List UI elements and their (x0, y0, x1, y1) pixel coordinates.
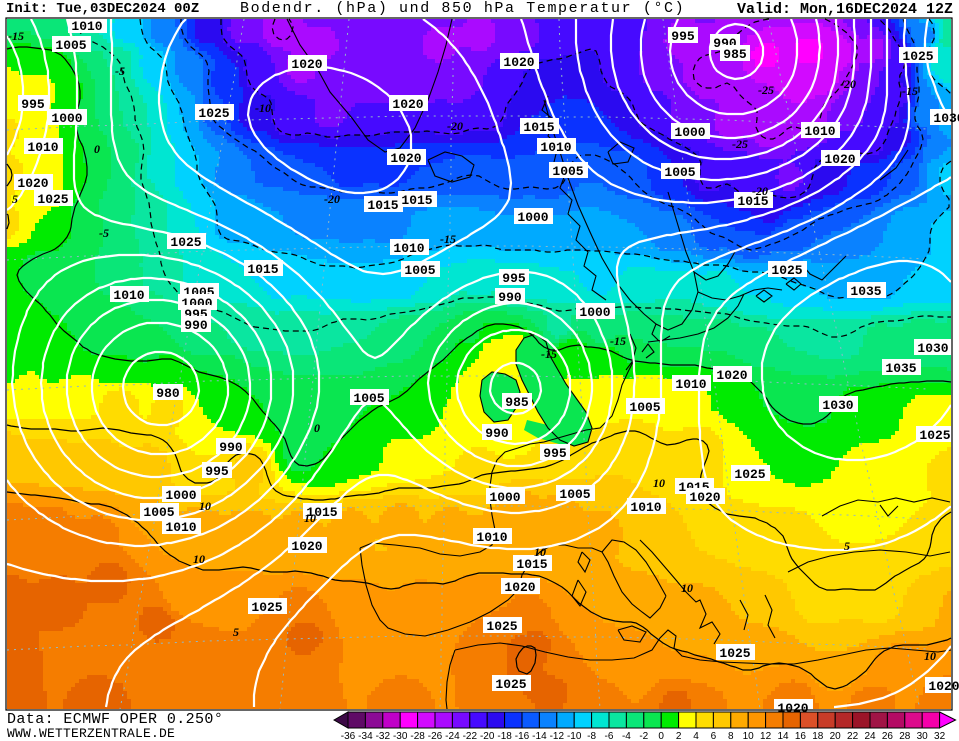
svg-text:1010: 1010 (71, 19, 102, 34)
svg-text:10: 10 (681, 581, 693, 595)
svg-text:1015: 1015 (306, 505, 337, 520)
svg-text:-15: -15 (8, 29, 24, 43)
svg-text:-15: -15 (902, 84, 918, 98)
svg-text:1010: 1010 (27, 140, 58, 155)
svg-text:1005: 1005 (55, 38, 86, 53)
svg-text:1030: 1030 (933, 111, 959, 126)
svg-text:1025: 1025 (719, 646, 750, 661)
svg-text:1030: 1030 (822, 398, 853, 413)
svg-text:10: 10 (193, 552, 205, 566)
svg-text:1020: 1020 (689, 490, 720, 505)
svg-text:1015: 1015 (523, 120, 554, 135)
svg-text:10: 10 (534, 545, 546, 559)
svg-text:1025: 1025 (198, 106, 229, 121)
svg-text:-25: -25 (758, 83, 774, 97)
svg-text:995: 995 (543, 446, 567, 461)
svg-text:995: 995 (205, 464, 229, 479)
svg-text:1020: 1020 (777, 701, 808, 716)
svg-text:1015: 1015 (367, 198, 398, 213)
svg-text:1020: 1020 (928, 679, 959, 694)
svg-text:1025: 1025 (734, 467, 765, 482)
svg-text:1020: 1020 (503, 55, 534, 70)
svg-text:990: 990 (485, 426, 509, 441)
svg-text:1010: 1010 (804, 124, 835, 139)
svg-text:1020: 1020 (390, 151, 421, 166)
svg-text:1005: 1005 (559, 487, 590, 502)
svg-text:-5: -5 (99, 226, 109, 240)
svg-text:1025: 1025 (37, 192, 68, 207)
svg-text:1020: 1020 (17, 176, 48, 191)
svg-text:10: 10 (304, 511, 316, 525)
svg-text:1010: 1010 (540, 140, 571, 155)
svg-text:-5: -5 (115, 64, 125, 78)
svg-text:0: 0 (314, 421, 320, 435)
svg-text:1020: 1020 (716, 368, 747, 383)
svg-text:1000: 1000 (489, 490, 520, 505)
svg-text:990: 990 (219, 440, 243, 455)
svg-text:1010: 1010 (165, 520, 196, 535)
svg-text:10: 10 (199, 499, 211, 513)
svg-text:1010: 1010 (113, 288, 144, 303)
svg-text:1000: 1000 (579, 305, 610, 320)
svg-text:-20: -20 (752, 184, 768, 198)
svg-text:1020: 1020 (291, 57, 322, 72)
svg-text:-15: -15 (541, 347, 557, 361)
svg-text:995: 995 (502, 271, 526, 286)
svg-text:1015: 1015 (247, 262, 278, 277)
svg-text:980: 980 (156, 386, 180, 401)
svg-text:1005: 1005 (404, 263, 435, 278)
svg-text:990: 990 (498, 290, 522, 305)
svg-text:1015: 1015 (516, 557, 547, 572)
svg-text:0: 0 (94, 142, 100, 156)
svg-text:990: 990 (184, 318, 208, 333)
svg-text:1025: 1025 (486, 619, 517, 634)
svg-text:1015: 1015 (737, 194, 768, 209)
svg-text:1035: 1035 (885, 361, 916, 376)
svg-text:1020: 1020 (824, 152, 855, 167)
svg-text:-10: -10 (255, 101, 271, 115)
svg-text:1020: 1020 (291, 539, 322, 554)
svg-text:1020: 1020 (392, 97, 423, 112)
svg-text:1005: 1005 (552, 164, 583, 179)
svg-text:1005: 1005 (629, 400, 660, 415)
svg-text:-15: -15 (440, 232, 456, 246)
svg-text:1005: 1005 (664, 165, 695, 180)
svg-text:5: 5 (844, 539, 850, 553)
svg-text:1025: 1025 (495, 677, 526, 692)
svg-text:-20: -20 (840, 77, 856, 91)
svg-text:1025: 1025 (771, 263, 802, 278)
svg-text:-20: -20 (324, 192, 340, 206)
svg-text:5: 5 (12, 192, 18, 206)
svg-text:1015: 1015 (401, 193, 432, 208)
svg-text:1035: 1035 (850, 284, 881, 299)
svg-text:1025: 1025 (251, 600, 282, 615)
svg-text:1025: 1025 (919, 428, 950, 443)
svg-text:1025: 1025 (170, 235, 201, 250)
svg-text:985: 985 (505, 395, 529, 410)
svg-text:1010: 1010 (675, 377, 706, 392)
svg-text:995: 995 (21, 97, 45, 112)
svg-text:1000: 1000 (674, 125, 705, 140)
svg-text:1030: 1030 (917, 341, 948, 356)
svg-text:1000: 1000 (165, 488, 196, 503)
svg-text:1010: 1010 (476, 530, 507, 545)
svg-text:10: 10 (653, 476, 665, 490)
svg-text:1000: 1000 (51, 111, 82, 126)
svg-text:-25: -25 (732, 137, 748, 151)
svg-text:-20: -20 (447, 119, 463, 133)
svg-text:995: 995 (671, 29, 695, 44)
svg-text:5: 5 (233, 625, 239, 639)
svg-text:1005: 1005 (143, 505, 174, 520)
svg-text:1025: 1025 (902, 49, 933, 64)
svg-text:985: 985 (723, 47, 747, 62)
svg-text:10: 10 (924, 649, 936, 663)
svg-text:1005: 1005 (353, 391, 384, 406)
svg-text:1020: 1020 (504, 580, 535, 595)
svg-text:-15: -15 (610, 334, 626, 348)
svg-text:1010: 1010 (630, 500, 661, 515)
svg-text:1010: 1010 (393, 241, 424, 256)
svg-text:1000: 1000 (517, 210, 548, 225)
